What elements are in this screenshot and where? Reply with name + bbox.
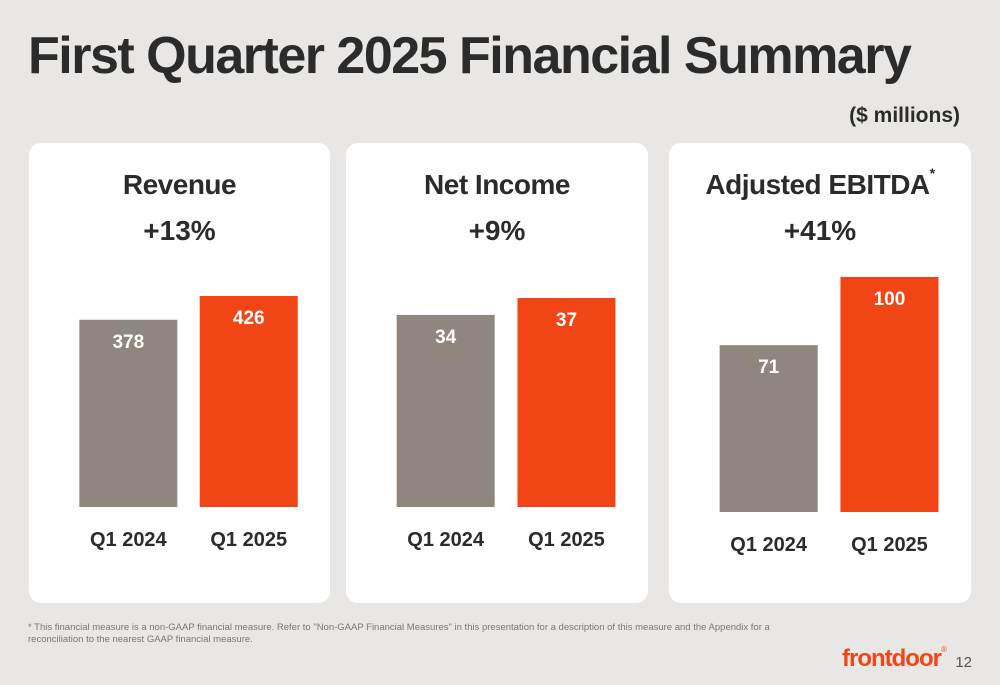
revenue-bar-1 — [79, 319, 178, 507]
revenue-chart-title: Revenue — [122, 169, 237, 200]
net-income-card: Net Income +9% 34 Q1 2024 37 Q1 2025 — [346, 143, 648, 603]
net-income-bar-2 — [517, 298, 616, 507]
net-income-data-label-2: 37 — [556, 310, 577, 331]
adjusted-ebitda-chart-title: Adjusted EBITDA* — [705, 165, 935, 200]
net-income-chart-title: Net Income — [424, 169, 570, 200]
revenue-card: Revenue +13% 378 Q1 2024 426 Q1 2025 — [29, 143, 330, 603]
units-note: ($ millions) — [849, 104, 960, 127]
revenue-chart: 378 Q1 2024 426 Q1 2025 — [79, 296, 298, 551]
adjusted-ebitda-card: Adjusted EBITDA* +41% 71 Q1 2024 100 Q1 202… — [669, 143, 971, 603]
adjusted-ebitda-chart: 71 Q1 2024 100 Q1 2025 — [719, 277, 939, 556]
adjusted-ebitda-bar-1 — [719, 345, 818, 512]
net-income-category-label-2: Q1 2025 — [528, 529, 605, 551]
revenue-category-label-2: Q1 2025 — [210, 529, 287, 551]
adjusted-ebitda-data-label-1: 71 — [758, 357, 780, 378]
revenue-change: +13% — [143, 215, 216, 246]
revenue-data-label-2: 426 — [233, 308, 265, 329]
adjusted-ebitda-data-label-2: 100 — [874, 289, 906, 310]
net-income-data-label-1: 34 — [435, 327, 457, 348]
revenue-bar-2 — [199, 296, 298, 507]
revenue-data-label-1: 378 — [112, 332, 144, 353]
footnote: * This financial measure is a non-GAAP f… — [28, 622, 770, 645]
adjusted-ebitda-category-label-2: Q1 2025 — [851, 534, 928, 556]
page-number: 12 — [955, 654, 972, 671]
adjusted-ebitda-category-label-1: Q1 2024 — [730, 534, 808, 556]
net-income-bar-1 — [396, 314, 495, 507]
frontdoor-logo: frontdoor® — [842, 645, 947, 672]
slide-title: First Quarter 2025 Financial Summary — [28, 27, 912, 85]
adjusted-ebitda-title-marker: * — [929, 165, 935, 181]
net-income-category-label-1: Q1 2024 — [407, 529, 485, 551]
revenue-category-label-1: Q1 2024 — [90, 529, 168, 551]
adjusted-ebitda-bar-2 — [840, 277, 939, 512]
net-income-change: +9% — [468, 215, 526, 246]
adjusted-ebitda-change: +41% — [783, 215, 857, 246]
net-income-chart: 34 Q1 2024 37 Q1 2025 — [396, 298, 616, 551]
